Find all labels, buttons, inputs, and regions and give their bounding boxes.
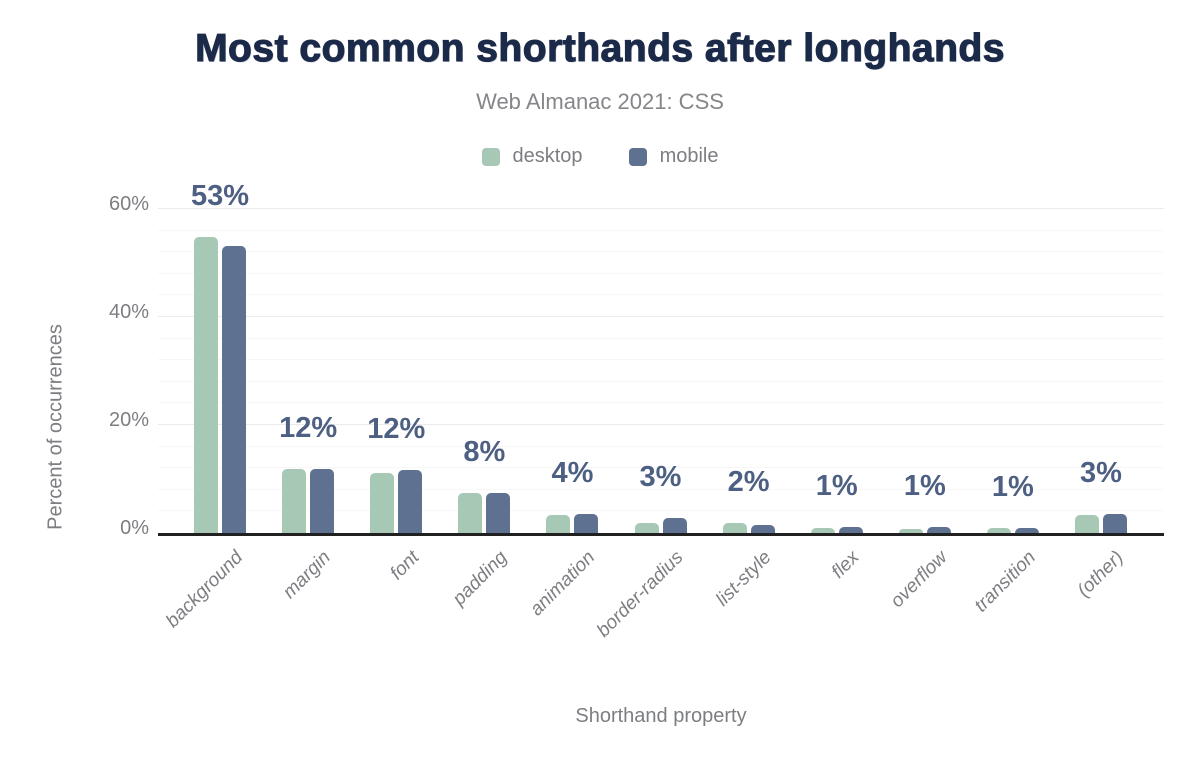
data-label: 12% — [367, 413, 426, 446]
data-label: 8% — [463, 435, 506, 468]
legend-swatch-mobile — [628, 147, 647, 166]
gridline-minor — [158, 488, 1164, 490]
bar-group-margin: 12% margin — [264, 185, 352, 603]
bar-mobile — [486, 492, 511, 533]
legend-swatch-desktop — [481, 147, 500, 166]
gridline-minor — [158, 229, 1164, 231]
bar-desktop — [898, 528, 923, 533]
legend-label: mobile — [659, 145, 719, 167]
bar-group-border-radius: 3% border-radius — [593, 185, 704, 642]
category-label: animation — [526, 547, 600, 621]
data-label: 4% — [551, 457, 594, 490]
bar-group-other: 3% (other) — [1057, 185, 1145, 601]
y-tick-label: 20% — [108, 409, 149, 431]
category-label: flex — [827, 547, 864, 583]
gridline-minor — [158, 294, 1164, 296]
gridline-major — [158, 316, 1164, 317]
bar-mobile — [838, 527, 863, 533]
bar-desktop — [458, 493, 483, 533]
bar-group-flex: 1% flex — [793, 185, 881, 583]
data-label: 12% — [279, 411, 338, 444]
y-tick-label: 40% — [108, 301, 149, 323]
x-axis-line — [158, 533, 1164, 536]
data-label: 3% — [1080, 456, 1122, 489]
bar-mobile — [662, 518, 687, 533]
x-axis-title: Shorthand property — [575, 705, 747, 727]
legend-item-mobile: mobile — [628, 145, 719, 168]
bar-groups: 53% background 12% margin 12% font 8% padding 4%… — [158, 180, 1164, 642]
gridline-minor — [158, 272, 1164, 274]
gridline-minor — [158, 359, 1164, 361]
chart-header: Most common shorthands after longhands W… — [0, 0, 1200, 168]
bar-group-padding: 8% padding — [440, 185, 528, 610]
gridline-major — [158, 208, 1164, 209]
legend: desktop mobile — [0, 145, 1200, 168]
category-label: background — [161, 547, 247, 633]
gridline-minor — [158, 445, 1164, 447]
bar-group-font: 12% font — [352, 185, 440, 584]
y-axis-title: Percent of occurrences — [44, 324, 67, 530]
y-tick-label: 0% — [120, 517, 149, 539]
gridline-minor — [158, 467, 1164, 469]
bar-desktop — [370, 472, 395, 533]
bar-mobile — [310, 468, 335, 533]
category-label: (other) — [1073, 547, 1128, 602]
bar-group-list-style: 2% list-style — [705, 185, 793, 611]
bar-group-background: 53% background — [162, 180, 264, 632]
data-label: 1% — [815, 470, 858, 503]
data-label: 1% — [991, 470, 1034, 503]
bar-mobile — [1014, 527, 1039, 533]
gridline-minor — [158, 510, 1164, 512]
bar-desktop — [546, 514, 571, 533]
category-label: padding — [448, 547, 512, 610]
bar-group-transition: 1% transition — [969, 185, 1057, 616]
chart-title: Most common shorthands after longhands — [195, 26, 1005, 70]
category-label: list-style — [712, 547, 776, 611]
category-label: border-radius — [592, 547, 688, 642]
gridline-minor — [158, 337, 1164, 339]
bar-desktop — [194, 237, 219, 533]
gridline-minor — [158, 251, 1164, 253]
data-label: 3% — [639, 461, 682, 494]
legend-label: desktop — [512, 145, 583, 167]
category-label: font — [385, 547, 424, 585]
bar-desktop — [634, 522, 659, 533]
bar-desktop — [1074, 514, 1099, 533]
bar-desktop — [282, 468, 307, 533]
category-label: overflow — [886, 547, 952, 612]
category-label: margin — [279, 547, 335, 603]
bar-mobile — [750, 524, 775, 533]
bar-desktop — [722, 523, 747, 533]
bar-mobile — [574, 514, 599, 533]
legend-item-desktop: desktop — [481, 145, 583, 168]
gridline-major — [158, 424, 1164, 425]
bar-mobile — [1102, 513, 1127, 533]
data-label: 2% — [727, 466, 770, 499]
bar-group-overflow: 1% overflow — [881, 185, 969, 612]
gridline-minor — [158, 402, 1164, 404]
plot-area: 0% 20% 40% 60% 53% background 12% margin 12% fon… — [109, 180, 1164, 642]
gridline-minor — [158, 380, 1164, 382]
bar-mobile — [398, 470, 423, 533]
y-tick-label: 60% — [108, 193, 149, 215]
chart-subtitle: Web Almanac 2021: CSS — [476, 89, 724, 114]
y-axis-ticks: 0% 20% 40% 60% — [109, 185, 1164, 539]
bar-desktop — [986, 527, 1011, 533]
data-label: 53% — [191, 180, 250, 213]
bar-group-animation: 4% animation — [526, 185, 616, 620]
bar-mobile — [222, 246, 247, 533]
data-label: 1% — [903, 469, 946, 502]
bar-desktop — [810, 527, 835, 533]
category-label: transition — [970, 547, 1040, 617]
bar-mobile — [926, 526, 951, 533]
